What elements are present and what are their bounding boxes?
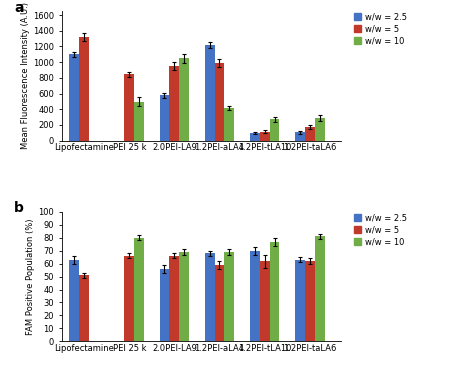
Bar: [124, 256, 134, 341]
Bar: [250, 251, 260, 341]
Bar: [159, 95, 169, 141]
Bar: [270, 242, 280, 341]
Bar: [69, 260, 79, 341]
Bar: [79, 37, 89, 141]
Bar: [305, 261, 315, 341]
Text: a: a: [14, 1, 24, 15]
Bar: [225, 252, 234, 341]
Y-axis label: Mean Fluorescence Intensity (A.U.): Mean Fluorescence Intensity (A.U.): [21, 2, 30, 150]
Bar: [250, 133, 260, 141]
Bar: [69, 54, 79, 141]
Bar: [205, 45, 215, 141]
Y-axis label: FAM Positive Population (%): FAM Positive Population (%): [27, 218, 36, 335]
Bar: [134, 238, 144, 341]
Bar: [179, 252, 189, 341]
Legend: w/w = 2.5, w/w = 5, w/w = 10: w/w = 2.5, w/w = 5, w/w = 10: [354, 213, 407, 246]
Bar: [205, 253, 215, 341]
Bar: [295, 132, 305, 141]
Bar: [134, 102, 144, 141]
Bar: [225, 108, 234, 141]
Bar: [215, 63, 225, 141]
Bar: [159, 269, 169, 341]
Bar: [315, 118, 325, 141]
Bar: [124, 74, 134, 141]
Bar: [79, 275, 89, 341]
Bar: [179, 58, 189, 141]
Legend: w/w = 2.5, w/w = 5, w/w = 10: w/w = 2.5, w/w = 5, w/w = 10: [354, 13, 407, 46]
Bar: [215, 265, 225, 341]
Bar: [270, 119, 280, 141]
Bar: [260, 132, 270, 141]
Bar: [295, 260, 305, 341]
Bar: [305, 127, 315, 141]
Bar: [260, 261, 270, 341]
Text: b: b: [14, 201, 24, 216]
Bar: [169, 256, 179, 341]
Bar: [315, 236, 325, 341]
Bar: [169, 66, 179, 141]
